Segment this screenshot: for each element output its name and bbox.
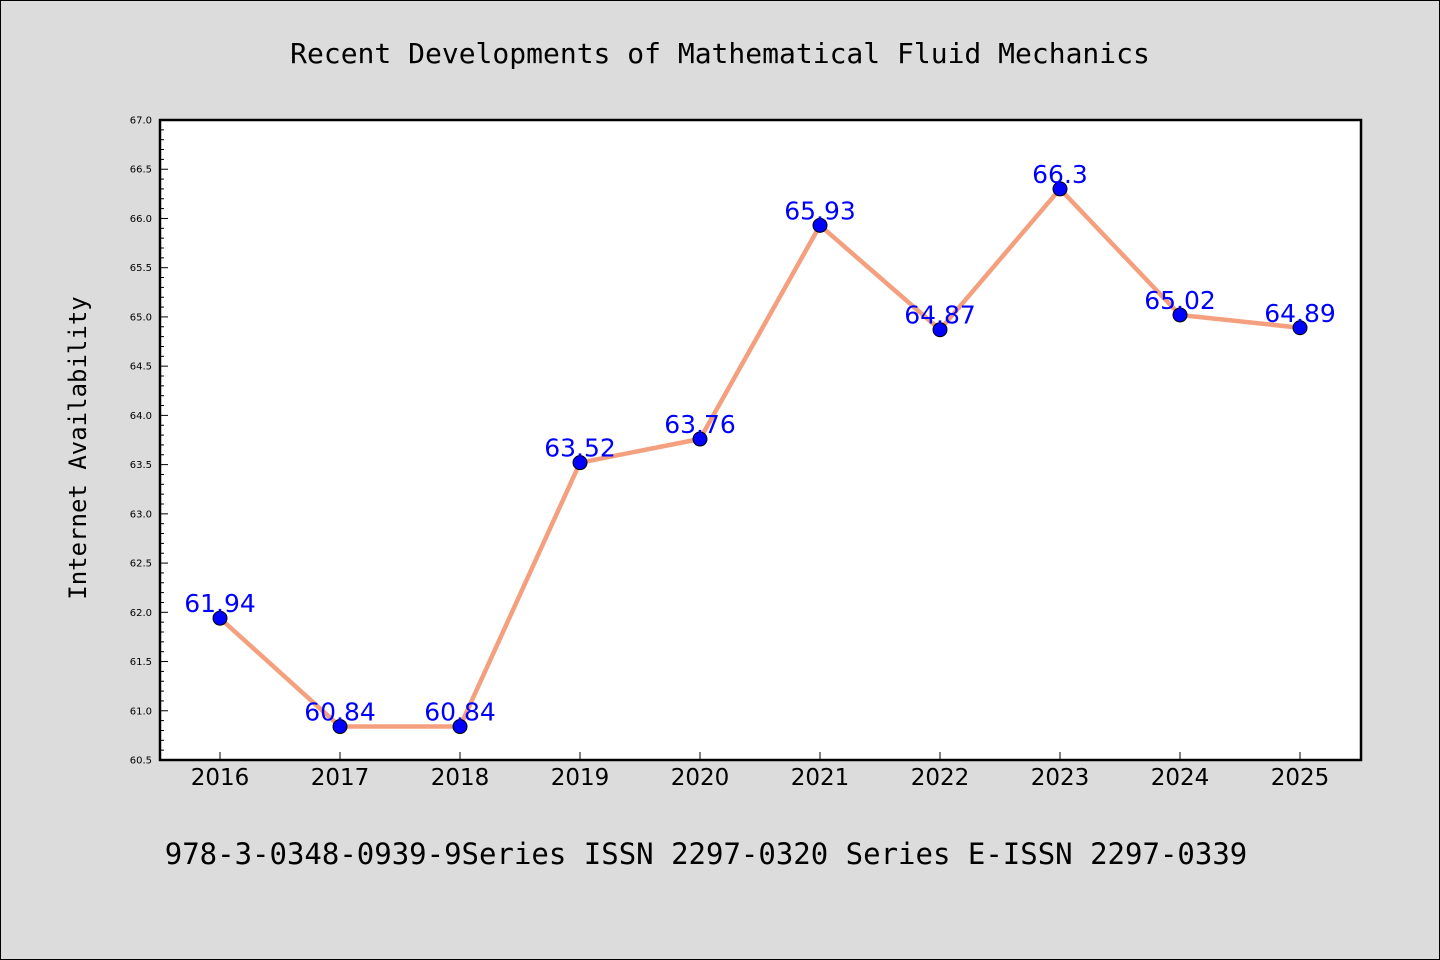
y-tick-label: 61.0 [130, 706, 152, 717]
data-label: 60.84 [304, 698, 376, 727]
data-point [812, 217, 828, 233]
footer-text: 978-3-0348-0939-9Series ISSN 2297-0320 S… [165, 837, 1248, 871]
data-point [572, 455, 588, 471]
data-labels: 61.94 60.84 60.84 63.52 63.76 65.93 64.87 66.3 6… [184, 160, 1336, 727]
data-label: 63.76 [664, 410, 736, 439]
data-label: 64.89 [1264, 299, 1336, 328]
y-tick-label: 65.5 [130, 263, 152, 274]
data-label: 65.93 [784, 196, 856, 225]
y-tick-label: 67.0 [130, 116, 152, 127]
y-tick-label: 66.5 [130, 165, 152, 176]
y-axis-label: Internet Availability [64, 296, 92, 599]
plot-area [158, 118, 1363, 762]
x-tick-label: 2016 [191, 765, 250, 791]
data-label: 63.52 [544, 434, 616, 463]
data-point [1052, 181, 1068, 197]
data-label: 60.84 [424, 698, 496, 727]
data-point [1292, 320, 1308, 336]
y-tick-label: 60.5 [130, 756, 152, 767]
data-label: 61.94 [184, 589, 256, 618]
data-point [212, 610, 228, 626]
y-tick-label: 65.0 [130, 312, 152, 323]
x-tick-label: 2025 [1271, 765, 1330, 791]
y-tick-label: 63.5 [130, 460, 152, 471]
x-tick-label: 2021 [791, 765, 850, 791]
series-markers [212, 181, 1308, 735]
y-tick-label: 62.5 [130, 559, 152, 570]
data-point [452, 719, 468, 735]
data-point [1172, 307, 1188, 323]
y-tick-label: 61.5 [130, 657, 152, 668]
chart-title: Recent Developments of Mathematical Flui… [290, 37, 1150, 70]
y-axis: 60.5 61.0 61.5 62.0 62.5 63.0 63.5 64.0 64.5 65.0… [130, 116, 168, 767]
x-tick-label: 2018 [431, 765, 490, 791]
data-point [692, 431, 708, 447]
data-label: 65.02 [1144, 286, 1216, 315]
x-tick-label: 2017 [311, 765, 370, 791]
x-tick-label: 2019 [551, 765, 610, 791]
x-tick-label: 2023 [1031, 765, 1090, 791]
data-point [332, 719, 348, 735]
y-tick-label: 63.0 [130, 509, 152, 520]
x-tick-label: 2022 [911, 765, 970, 791]
data-label: 66.3 [1032, 160, 1088, 189]
data-label: 64.87 [904, 301, 976, 330]
data-point [932, 322, 948, 338]
y-tick-label: 66.0 [130, 214, 152, 225]
x-axis: 2016 2017 2018 2019 2020 2021 2022 2023 2024 2025 [191, 752, 1330, 791]
x-tick-label: 2024 [1151, 765, 1210, 791]
x-tick-label: 2020 [671, 765, 730, 791]
y-tick-label: 62.0 [130, 608, 152, 619]
y-tick-label: 64.5 [130, 362, 152, 373]
y-tick-label: 64.0 [130, 411, 152, 422]
series-line [218, 186, 1301, 729]
